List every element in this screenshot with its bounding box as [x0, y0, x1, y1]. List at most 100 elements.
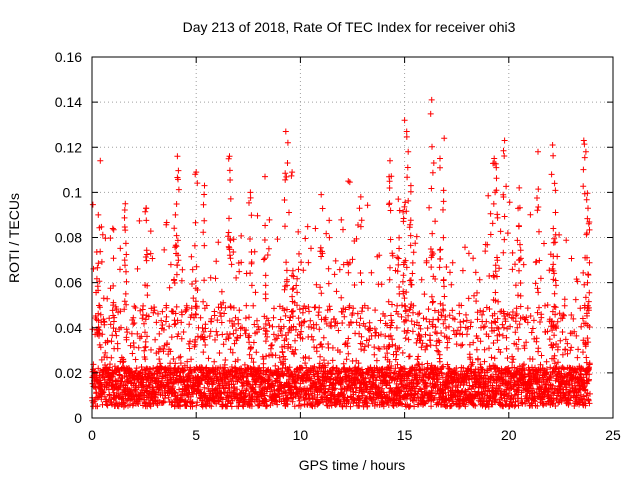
- data-point: [543, 358, 550, 365]
- data-point: [166, 284, 173, 291]
- data-point: [438, 370, 445, 377]
- data-point: [174, 333, 181, 340]
- data-point: [436, 339, 443, 346]
- data-point: [227, 236, 233, 242]
- data-point: [325, 265, 332, 272]
- data-point: [516, 256, 523, 263]
- data-point: [270, 314, 277, 321]
- data-point: [525, 397, 532, 403]
- data-point: [135, 344, 142, 351]
- data-point: [240, 374, 247, 381]
- data-point: [313, 281, 320, 288]
- data-point: [555, 359, 561, 366]
- data-point: [110, 373, 116, 380]
- data-point: [277, 316, 284, 323]
- data-point: [399, 349, 406, 356]
- data-point: [242, 315, 249, 322]
- data-point: [388, 322, 394, 329]
- data-point: [387, 207, 394, 214]
- data-point: [95, 310, 102, 317]
- data-point: [428, 96, 435, 103]
- data-point: [499, 321, 506, 328]
- data-point: [501, 213, 508, 220]
- data-point: [174, 262, 181, 269]
- data-point: [400, 208, 407, 215]
- data-point: [544, 302, 551, 308]
- data-point: [247, 236, 253, 242]
- data-point: [163, 302, 170, 309]
- data-point: [227, 177, 234, 183]
- data-point: [160, 399, 167, 406]
- data-point: [140, 302, 147, 309]
- data-point: [269, 323, 276, 330]
- data-point: [472, 269, 479, 276]
- data-point: [585, 364, 592, 371]
- data-point: [430, 273, 437, 280]
- data-point: [473, 346, 480, 353]
- data-point: [436, 351, 443, 358]
- data-point: [153, 319, 160, 326]
- data-point: [524, 319, 531, 326]
- data-point: [497, 349, 504, 356]
- data-point: [365, 342, 372, 349]
- data-point: [423, 257, 430, 264]
- data-point: [194, 399, 201, 406]
- data-point: [501, 137, 508, 144]
- data-point: [296, 250, 302, 257]
- data-point: [212, 275, 219, 282]
- data-point: [132, 304, 139, 311]
- data-point: [472, 402, 479, 409]
- data-point: [510, 356, 517, 363]
- data-point: [400, 261, 407, 268]
- data-point: [315, 370, 322, 377]
- data-point: [202, 325, 209, 332]
- data-point: [143, 247, 150, 254]
- data-point: [481, 323, 488, 330]
- data-point: [177, 403, 184, 410]
- data-point: [256, 326, 262, 333]
- data-point: [422, 331, 429, 338]
- data-point: [135, 401, 142, 407]
- data-point: [295, 315, 302, 322]
- data-point: [114, 345, 121, 352]
- data-point: [444, 344, 451, 351]
- data-point: [175, 167, 182, 174]
- data-point: [262, 173, 268, 180]
- data-point: [110, 312, 117, 319]
- data-point: [473, 298, 480, 305]
- data-point: [248, 355, 255, 362]
- data-point: [122, 240, 129, 247]
- data-point: [161, 246, 168, 253]
- data-point: [206, 333, 213, 340]
- data-point: [339, 320, 346, 326]
- data-point: [586, 371, 593, 378]
- data-point: [446, 335, 453, 342]
- data-point: [500, 324, 507, 331]
- data-point: [371, 325, 378, 332]
- data-point: [208, 315, 215, 322]
- data-point: [445, 365, 452, 372]
- data-point: [248, 282, 255, 289]
- data-point: [171, 225, 178, 232]
- data-point: [536, 257, 543, 264]
- data-point: [194, 180, 201, 187]
- data-point: [169, 383, 176, 390]
- data-point: [460, 365, 467, 371]
- data-point: [443, 325, 449, 331]
- data-point: [373, 357, 380, 364]
- data-point: [550, 276, 557, 283]
- data-point: [430, 160, 437, 166]
- data-point: [373, 364, 380, 371]
- data-point: [533, 258, 540, 265]
- data-point: [414, 356, 421, 363]
- data-point: [292, 337, 298, 344]
- data-point: [492, 319, 499, 326]
- data-point: [424, 325, 431, 332]
- data-point: [550, 225, 557, 232]
- data-point: [245, 378, 252, 385]
- data-point: [358, 346, 365, 353]
- data-point: [483, 304, 490, 311]
- data-point: [459, 341, 466, 348]
- data-point: [436, 358, 443, 365]
- data-point: [494, 254, 500, 261]
